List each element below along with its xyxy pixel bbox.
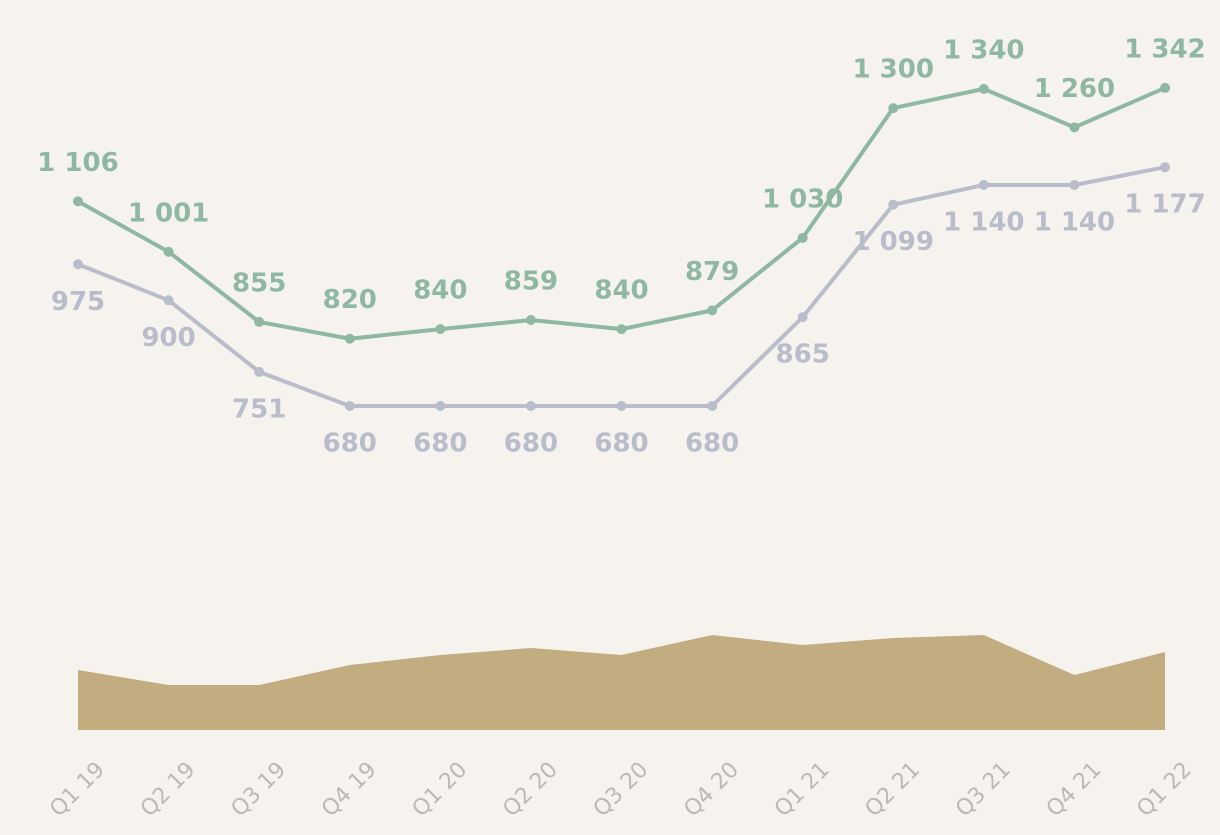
data-label: 680 — [594, 429, 648, 459]
x-tick-label: Q1 20 — [408, 757, 473, 822]
x-tick-label: Q2 19 — [136, 757, 201, 822]
x-tick-label: Q4 19 — [317, 757, 382, 822]
data-label: 1 140 — [943, 207, 1024, 237]
point — [1160, 162, 1170, 173]
data-label: 840 — [594, 276, 648, 306]
x-tick-label: Q3 19 — [227, 757, 292, 822]
point — [163, 246, 174, 257]
point — [797, 232, 808, 243]
x-tick-label: Q4 21 — [1042, 757, 1107, 822]
data-label: 751 — [232, 394, 286, 424]
x-tick-label: Q1 19 — [45, 757, 110, 822]
point — [616, 324, 627, 335]
x-tick-label: Q3 21 — [951, 757, 1016, 822]
point — [888, 103, 899, 114]
point — [254, 366, 265, 377]
data-label: 1 140 — [1034, 207, 1115, 237]
x-tick-label: Q4 20 — [679, 757, 744, 822]
data-label: 1 260 — [1034, 74, 1115, 104]
data-label: 820 — [323, 285, 377, 315]
data-label: 879 — [685, 257, 739, 287]
point — [525, 315, 536, 326]
point — [163, 295, 174, 306]
point — [73, 259, 83, 270]
point — [73, 196, 83, 207]
x-tick-label: Q1 22 — [1132, 757, 1197, 822]
data-label: 1 177 — [1124, 190, 1205, 220]
data-label: 840 — [413, 276, 467, 306]
data-label: 900 — [141, 323, 195, 353]
point — [435, 324, 446, 335]
point — [707, 305, 718, 316]
point — [616, 401, 627, 412]
point — [525, 401, 536, 412]
point — [435, 401, 446, 412]
point — [978, 179, 989, 190]
data-label: 680 — [504, 429, 558, 459]
area — [78, 635, 1165, 730]
point — [797, 312, 808, 323]
point — [1160, 82, 1170, 93]
data-label: 680 — [685, 429, 739, 459]
data-label: 1 106 — [37, 148, 118, 178]
data-label: 865 — [776, 340, 830, 370]
data-label: 859 — [504, 267, 558, 297]
point — [1069, 122, 1080, 133]
point — [344, 333, 355, 344]
point — [707, 401, 718, 412]
data-label: 1 340 — [943, 35, 1024, 65]
x-tick-label: Q3 20 — [589, 757, 654, 822]
data-label: 1 099 — [853, 227, 934, 257]
point — [978, 83, 989, 94]
data-label: 975 — [51, 287, 105, 317]
data-label: 1 030 — [762, 184, 843, 214]
point — [344, 401, 355, 412]
data-label: 680 — [323, 429, 377, 459]
point — [888, 199, 899, 210]
point — [1069, 179, 1080, 190]
point — [254, 316, 265, 327]
x-tick-label: Q2 20 — [498, 757, 563, 822]
x-tick-label: Q1 21 — [770, 757, 835, 822]
x-tick-label: Q2 21 — [861, 757, 926, 822]
data-label: 680 — [413, 429, 467, 459]
data-label: 1 300 — [853, 55, 934, 85]
data-label: 855 — [232, 268, 286, 298]
data-label: 1 342 — [1124, 34, 1205, 64]
data-label: 1 001 — [128, 198, 209, 228]
